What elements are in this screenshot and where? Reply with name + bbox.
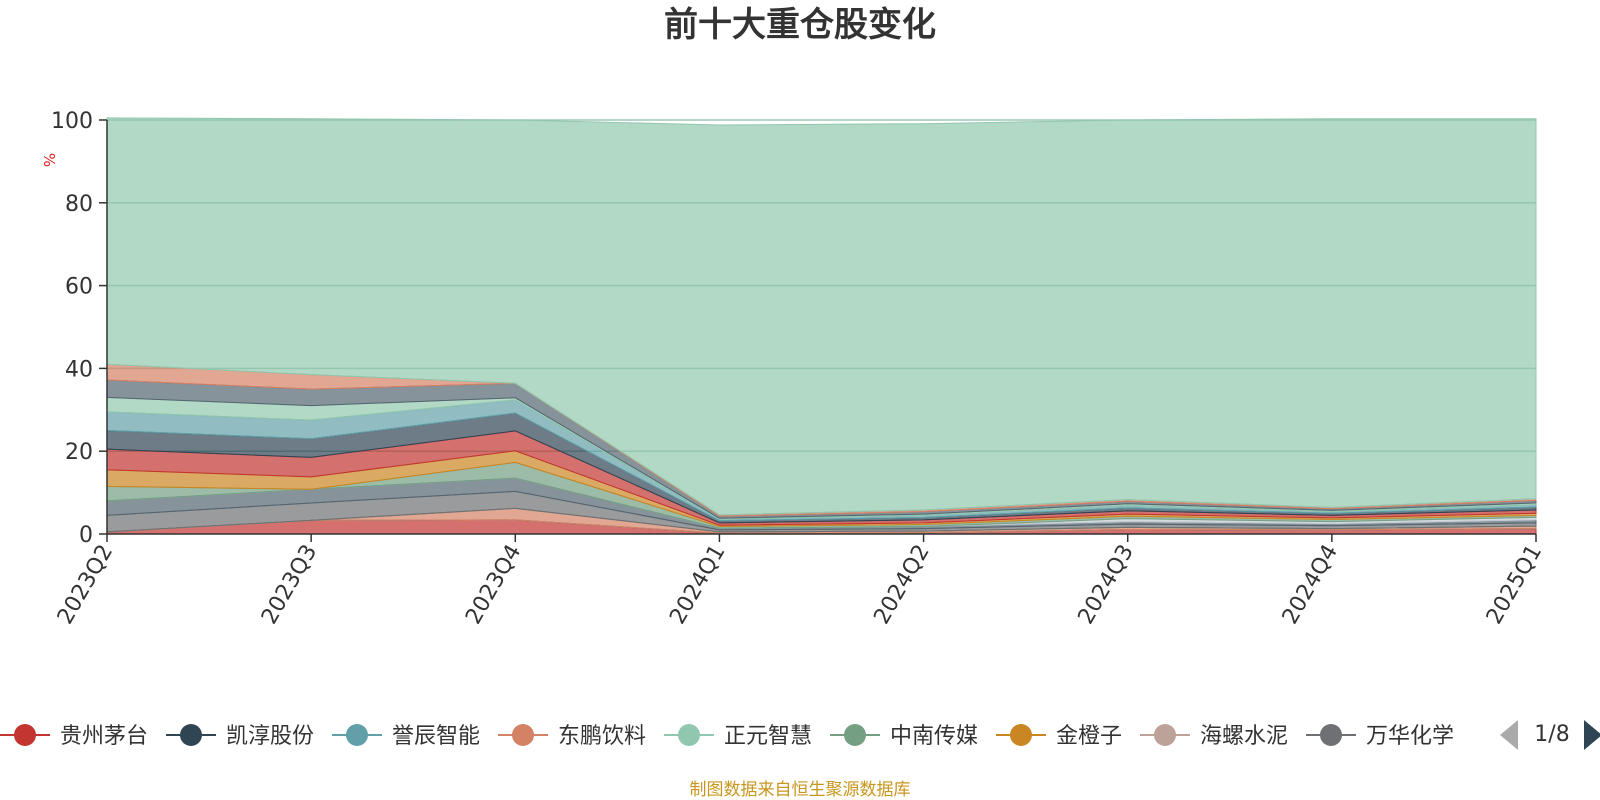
x-tick-label: 2025Q1 [1482,541,1547,629]
triangle-left-icon[interactable] [1500,720,1518,750]
legend-item[interactable]: 万华化学 [1306,724,1454,749]
legend-marker-icon [1154,724,1176,746]
legend-pager: 1/8 [1500,720,1600,750]
legend-label: 万华化学 [1366,724,1454,749]
legend-marker-icon [512,724,534,746]
area-series-19 [106,117,1537,516]
legend-marker-icon [14,724,36,746]
legend-marker-icon [1010,724,1032,746]
legend-label: 金橙子 [1056,724,1122,749]
source-note: 制图数据来自恒生聚源数据库 [690,780,911,800]
legend-item[interactable]: 海螺水泥 [1140,724,1288,749]
y-axis-unit-label: % [40,153,58,167]
legend-item[interactable]: 正元智慧 [664,724,812,749]
legend-label: 贵州茅台 [60,724,148,749]
x-tick-label: 2024Q1 [665,541,730,629]
triangle-right-icon[interactable] [1584,720,1600,750]
x-tick-label: 2023Q3 [257,541,322,629]
legend-item[interactable]: 东鹏饮料 [498,724,646,749]
legend-label: 正元智慧 [724,724,812,749]
y-tick-label: 20 [65,440,93,465]
legend-label: 东鹏饮料 [558,724,646,749]
legend: 贵州茅台 凯淳股份 誉辰智能 东鹏饮料 正元智慧 中南传媒 金橙子 海螺水泥 万华化学 [0,724,1454,749]
legend-item[interactable]: 贵州茅台 [0,724,148,749]
y-tick-label: 100 [51,109,93,134]
legend-marker-icon [1320,724,1342,746]
x-tick-label: 2024Q3 [1074,541,1139,629]
legend-marker-icon [844,724,866,746]
legend-item[interactable]: 中南传媒 [830,724,978,749]
legend-label: 凯淳股份 [226,724,314,749]
legend-label: 誉辰智能 [392,724,480,749]
legend-marker-icon [346,724,368,746]
area-layer [106,117,1537,535]
y-tick-label: 80 [65,192,93,217]
x-tick-label: 2023Q2 [53,541,118,629]
y-tick-label: 60 [65,275,93,300]
y-tick-label: 40 [65,357,93,382]
x-tick-label: 2024Q4 [1278,541,1343,629]
legend-marker-icon [180,724,202,746]
x-tick-label: 2024Q2 [869,541,934,629]
y-tick-label: 0 [79,523,93,548]
legend-label: 中南传媒 [890,724,978,749]
legend-item[interactable]: 凯淳股份 [166,724,314,749]
legend-label: 海螺水泥 [1200,724,1288,749]
x-tick-label: 2023Q4 [461,541,526,629]
legend-marker-icon [678,724,700,746]
chart-title: 前十大重仓股变化 [664,5,936,45]
legend-item[interactable]: 誉辰智能 [332,724,480,749]
legend-item[interactable]: 金橙子 [996,724,1122,749]
legend-page-indicator: 1/8 [1534,722,1569,747]
